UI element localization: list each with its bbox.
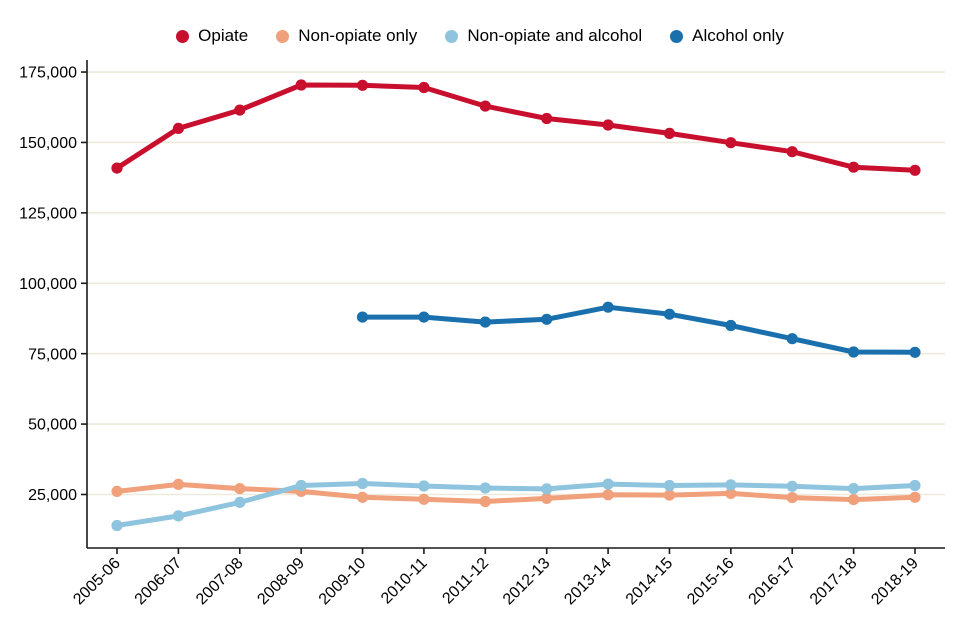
x-tick-label: 2014-15: [623, 555, 677, 609]
opiate-series-marker-icon: [176, 29, 190, 43]
data-point: [479, 482, 491, 494]
legend-item-non-opiate-only: Non-opiate only: [276, 26, 417, 46]
data-point: [786, 146, 798, 158]
data-point: [663, 308, 676, 320]
series-line-alcohol-only: [360, 304, 918, 355]
x-tick-label: 2018-19: [868, 555, 922, 609]
data-point: [786, 480, 798, 492]
legend-item-opiate: Opiate: [176, 26, 248, 46]
series-line-non-opiate-only: [114, 481, 918, 504]
x-tick-label: 2011-12: [439, 555, 492, 608]
data-point: [786, 492, 798, 504]
data-point: [909, 479, 921, 492]
y-tick-label: 100,000: [19, 276, 77, 293]
data-point: [909, 491, 921, 503]
legend-item-non-opiate-and-alcohol: Non-opiate and alcohol: [445, 26, 642, 46]
x-tick-label: 2013-14: [561, 555, 615, 609]
x-tick-label: 2012-13: [500, 555, 554, 609]
data-point: [541, 313, 553, 325]
x-tick-label: 2010-11: [378, 555, 431, 608]
data-point: [663, 127, 676, 139]
series-line-non-opiate-and-alcohol: [114, 481, 918, 528]
x-tick-label: 2007-08: [193, 555, 247, 609]
legend-label-opiate: Opiate: [198, 26, 249, 45]
data-point: [295, 479, 307, 492]
data-point: [418, 81, 430, 94]
data-point: [172, 510, 184, 522]
x-tick-label: 2015-16: [684, 555, 738, 609]
data-point: [602, 301, 614, 313]
data-point: [234, 104, 246, 116]
data-point: [418, 493, 430, 505]
y-tick-label: 75,000: [28, 346, 77, 363]
x-tick-label: 2009-10: [316, 555, 370, 609]
data-point: [356, 491, 369, 503]
data-point: [725, 487, 737, 499]
data-point: [172, 478, 184, 490]
data-point: [602, 478, 614, 490]
data-point: [725, 319, 737, 332]
data-point: [479, 100, 491, 112]
data-point: [541, 483, 553, 495]
y-tick-label: 125,000: [19, 205, 77, 222]
data-point: [541, 492, 553, 504]
data-point: [479, 316, 491, 328]
y-tick-label: 175,000: [19, 65, 77, 82]
non-opiate-only-series-marker-icon: [276, 29, 290, 43]
y-tick-label: 25,000: [28, 487, 77, 504]
data-point: [356, 79, 369, 91]
legend-label-non-opiate-only: Non-opiate only: [298, 26, 418, 45]
data-point: [602, 489, 614, 501]
data-point: [663, 479, 676, 492]
chart-legend: Opiate Non-opiate only Non-opiate and al…: [0, 26, 960, 46]
legend-item-alcohol-only: Alcohol only: [670, 26, 784, 46]
data-point: [111, 162, 123, 174]
x-tick-label: 2006-07: [132, 555, 186, 609]
data-point: [663, 489, 676, 501]
data-point: [848, 494, 860, 506]
data-point: [541, 112, 553, 125]
data-point: [111, 519, 123, 532]
alcohol-only-series-marker-icon: [670, 29, 684, 43]
data-point: [356, 311, 369, 323]
data-point: [909, 164, 921, 176]
y-tick-label: 150,000: [19, 135, 77, 152]
data-point: [725, 137, 737, 149]
data-point: [234, 496, 246, 508]
data-point: [418, 480, 430, 492]
data-point: [234, 483, 246, 495]
data-point: [111, 485, 123, 497]
y-tick-label: 50,000: [28, 417, 77, 434]
legend-label-alcohol-only: Alcohol only: [692, 26, 784, 45]
x-tick-label: 2005-06: [70, 555, 124, 609]
data-point: [848, 483, 860, 495]
data-point: [725, 479, 737, 491]
data-point: [848, 346, 860, 358]
legend-label-non-opiate-and-alcohol: Non-opiate and alcohol: [467, 26, 643, 45]
x-tick-label: 2017-18: [807, 555, 861, 609]
data-point: [786, 333, 798, 345]
data-point: [848, 161, 860, 173]
data-point: [602, 119, 614, 131]
data-point: [295, 79, 307, 91]
data-point: [418, 311, 430, 323]
data-point: [479, 495, 491, 508]
x-tick-label: 2016-17: [746, 555, 800, 609]
series-line-opiate: [114, 82, 918, 173]
data-point: [356, 477, 369, 490]
data-point: [909, 346, 921, 358]
data-point: [172, 122, 184, 134]
non-opiate-and-alcohol-series-marker-icon: [445, 29, 459, 43]
x-tick-label: 2008-09: [254, 555, 308, 609]
